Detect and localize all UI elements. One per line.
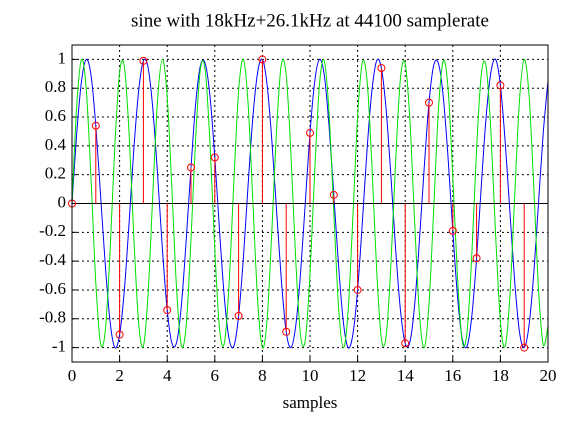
x-tick-label: 14 xyxy=(397,366,415,385)
x-tick-label: 12 xyxy=(349,366,366,385)
line xyxy=(71,58,549,349)
stem-marker xyxy=(377,64,386,73)
y-tick-label: 0.8 xyxy=(45,77,66,96)
x-tick-label: 10 xyxy=(302,366,319,385)
stem-marker xyxy=(91,121,100,130)
x-tick-label: 4 xyxy=(163,366,172,385)
stem-marker xyxy=(306,128,314,137)
stem-marker xyxy=(115,330,124,339)
plot-frame xyxy=(71,44,549,363)
x-tick-label: 6 xyxy=(211,366,220,385)
y-tick-label: -0.2 xyxy=(39,221,66,240)
chart-title: sine with 18kHz+26.1kHz at 44100 sampler… xyxy=(131,10,489,31)
stem-marker xyxy=(425,98,433,107)
stem-marker xyxy=(187,163,195,172)
stem-marker xyxy=(448,226,457,235)
x-tick-label: 18 xyxy=(492,366,509,385)
stem-marker xyxy=(472,254,481,263)
y-tick-label: -0.8 xyxy=(39,308,66,327)
x-tick-label: 20 xyxy=(540,366,557,385)
x-tick-label: 16 xyxy=(444,366,461,385)
x-axis-label: samples xyxy=(283,393,338,412)
y-tick-label: 0 xyxy=(58,192,67,211)
stem-marker xyxy=(163,306,172,315)
y-tick-label: 0.2 xyxy=(45,164,66,183)
stem-marker xyxy=(353,285,362,294)
y-tick-label: -0.4 xyxy=(39,250,66,269)
stem-marker xyxy=(210,153,219,162)
x-tick-label: 0 xyxy=(68,366,77,385)
stem-marker xyxy=(496,81,505,90)
stem-marker xyxy=(234,311,243,320)
y-tick-label: 0.6 xyxy=(45,106,66,125)
stem-marker xyxy=(329,190,338,199)
x-tick-label: 2 xyxy=(115,366,124,385)
stem-marker xyxy=(139,56,148,65)
stem-marker xyxy=(401,339,410,348)
y-tick-label: -0.6 xyxy=(39,279,66,298)
y-tick-label: 0.4 xyxy=(45,135,67,154)
x-tick-label: 8 xyxy=(258,366,267,385)
stem-marker xyxy=(258,55,267,64)
y-tick-label: 1 xyxy=(58,48,67,67)
stem-marker xyxy=(520,343,529,352)
stem-marker xyxy=(282,327,291,336)
y-tick-label: -1 xyxy=(52,336,66,355)
